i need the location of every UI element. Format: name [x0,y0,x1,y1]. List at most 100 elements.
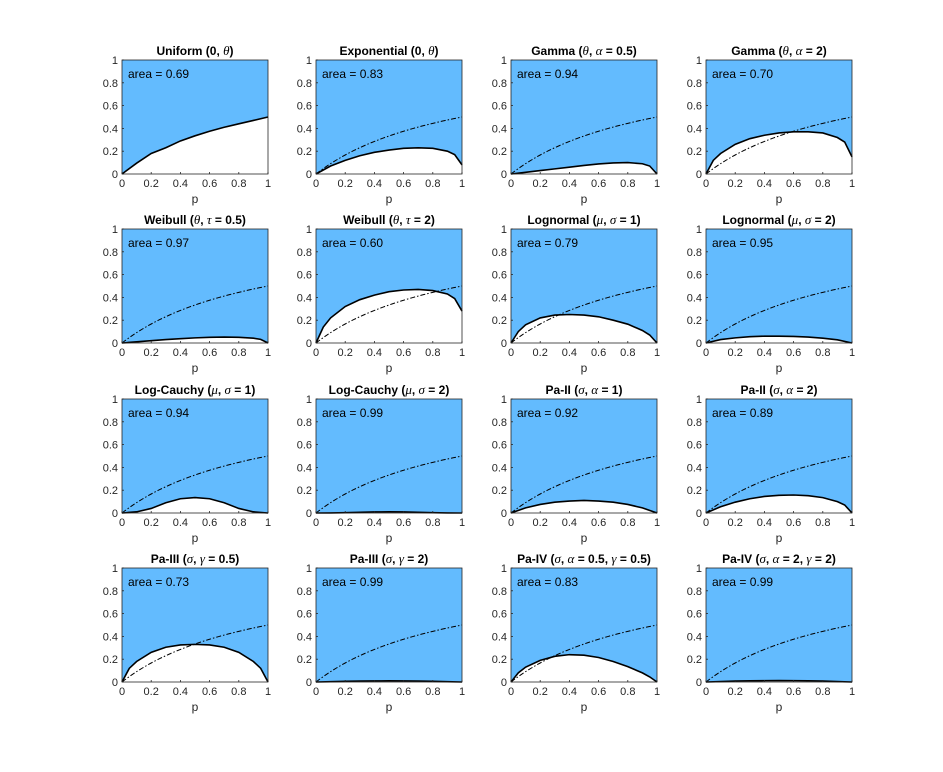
y-tick-label: 1 [112,55,118,67]
area-annotation: area = 0.69 [128,67,189,81]
x-tick-label: 0.6 [786,347,801,359]
x-tick-label: 0 [703,347,709,359]
subplot: 0 0.2 0.4 0.6 0.8 1 0 0.2 0.4 0.6 0.8 1 p Pa-IV (σ, α… [687,551,855,714]
y-tick-label: 0 [112,508,118,520]
x-axis-label: p [386,192,393,206]
x-tick-label: 0.2 [533,178,548,190]
under-curve-region [316,147,462,174]
solid-curve [510,313,658,344]
x-tick-label: 1 [265,178,271,190]
y-tick-label: 0 [306,169,312,181]
x-tick-label: 0.2 [728,347,743,359]
x-tick-label: 0.6 [591,347,606,359]
y-tick-label: 0.4 [687,292,702,304]
y-tick-label: 0 [501,338,507,350]
y-tick-label: 0 [112,169,118,181]
x-tick-label: 0.4 [367,686,382,698]
x-tick-label: 0.8 [620,347,635,359]
x-tick-label: 0.4 [757,347,772,359]
y-tick-label: 0.8 [103,247,118,259]
x-tick-label: 0 [703,517,709,529]
x-tick-label: 0.4 [173,347,188,359]
solid-curve [121,336,269,344]
reference-curve [705,116,853,175]
subplot: 0 0.2 0.4 0.6 0.8 1 0 0.2 0.4 0.6 0.8 1 p Log-Cauchy … [103,382,271,545]
x-tick-label: 1 [849,347,855,359]
y-tick-label: 0.2 [492,485,507,497]
x-tick-label: 0.4 [173,178,188,190]
y-tick-label: 0.4 [297,292,312,304]
subplot: 0 0.2 0.4 0.6 0.8 1 0 0.2 0.4 0.6 0.8 1 p Lognormal (… [492,212,660,375]
y-tick-label: 1 [501,224,507,236]
y-tick-label: 0.4 [687,631,702,643]
x-axis-label: p [192,531,199,545]
y-tick-label: 0.2 [492,654,507,666]
y-tick-label: 0.6 [492,440,507,452]
axes-frame [705,398,853,514]
x-axis-label: p [776,531,783,545]
subplot-title: Pa-II (σ, α = 2) [741,382,818,397]
y-tick-label: 1 [112,224,118,236]
x-tick-label: 0 [119,347,125,359]
x-tick-label: 0.8 [425,686,440,698]
x-tick-label: 1 [459,686,465,698]
solid-curve [510,653,658,683]
y-tick-label: 0.6 [297,101,312,113]
y-tick-label: 0.6 [103,609,118,621]
y-tick-label: 0 [306,338,312,350]
subplot-title: Pa-II (σ, α = 1) [546,382,623,397]
x-tick-label: 0.4 [757,686,772,698]
solid-curve [510,161,658,175]
x-tick-label: 0.8 [815,178,830,190]
axes-frame [705,228,853,344]
x-tick-label: 0.4 [757,517,772,529]
y-tick-label: 0.6 [687,101,702,113]
y-tick-label: 0.4 [297,462,312,474]
x-tick-label: 0 [508,686,514,698]
x-tick-label: 0.4 [562,517,577,529]
filled-region [122,229,268,343]
subplot-title: Lognormal (μ, σ = 2) [722,212,835,227]
x-tick-label: 0.4 [562,347,577,359]
x-tick-label: 0.8 [231,517,246,529]
area-annotation: area = 0.92 [517,406,578,420]
y-tick-label: 0.8 [297,247,312,259]
y-tick-label: 1 [306,224,312,236]
area-annotation: area = 0.94 [128,406,189,420]
under-curve-region [706,494,852,513]
axes-frame [315,228,463,344]
y-tick-label: 0 [696,508,702,520]
y-tick-label: 0.4 [687,462,702,474]
x-tick-label: 0.4 [367,178,382,190]
x-tick-label: 0.8 [425,347,440,359]
x-tick-label: 1 [654,517,660,529]
x-tick-label: 0.6 [396,347,411,359]
solid-curve [121,116,269,175]
area-annotation: area = 0.99 [712,575,773,589]
x-tick-label: 0.6 [786,517,801,529]
y-tick-label: 0.6 [492,101,507,113]
filled-region [122,399,268,513]
y-tick-label: 0 [306,677,312,689]
x-tick-label: 0.8 [620,686,635,698]
area-annotation: area = 0.73 [128,575,189,589]
area-annotation: area = 0.97 [128,236,189,250]
y-tick-label: 0 [696,169,702,181]
y-tick-label: 0.6 [297,440,312,452]
axes-frame [315,59,463,175]
x-tick-label: 0.6 [202,517,217,529]
under-curve-region [122,117,268,174]
y-tick-label: 0.4 [492,292,507,304]
y-tick-label: 0.8 [687,417,702,429]
x-tick-label: 0.8 [620,178,635,190]
x-tick-label: 0.4 [367,517,382,529]
y-tick-label: 0.8 [492,586,507,598]
filled-region [316,568,462,682]
x-tick-label: 0.4 [562,686,577,698]
reference-curve [510,455,658,514]
solid-curve [315,146,463,175]
x-tick-label: 1 [654,178,660,190]
subplot-title: Log-Cauchy (μ, σ = 2) [329,382,450,397]
x-tick-label: 0.2 [338,347,353,359]
y-tick-label: 0.2 [687,485,702,497]
